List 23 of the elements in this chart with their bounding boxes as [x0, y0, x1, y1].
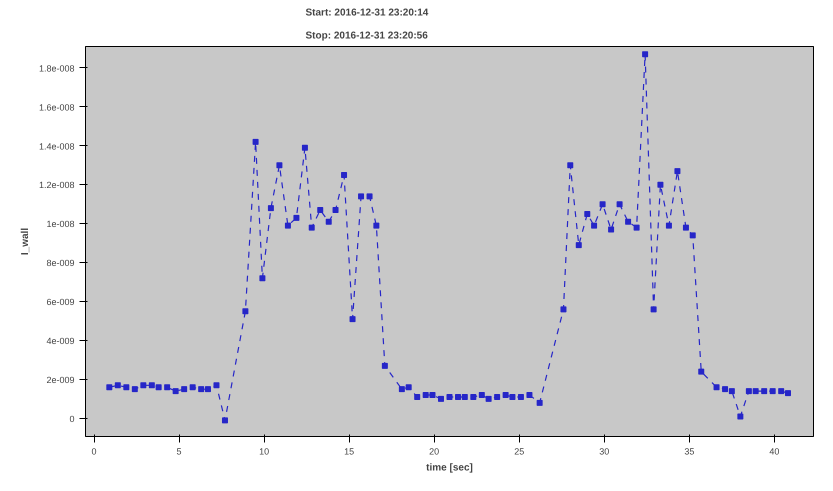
- y-tick-label: 1.8e-008: [38, 63, 74, 74]
- x-tick-label: 10: [259, 446, 270, 456]
- y-tick-label: 1.2e-008: [38, 180, 74, 190]
- x-tick-label: 20: [429, 446, 440, 456]
- y-tick-label: 6e-009: [46, 297, 75, 308]
- x-axis-title: time [sec]: [426, 462, 473, 474]
- y-tick-label: 8e-009: [46, 258, 75, 268]
- text: Stop: 2016-12-31 23:20:56: [306, 30, 428, 42]
- text: Start: 2016-12-31 23:20:14: [306, 8, 429, 18]
- y-axis-title: I_wall: [20, 228, 31, 256]
- y-tick-label: 4e-009: [46, 336, 75, 346]
- x-tick-label: 30: [599, 446, 610, 456]
- y-tick-label: 1.6e-008: [38, 102, 74, 112]
- x-tick-label: 25: [514, 446, 524, 456]
- x-tick-label: 35: [684, 446, 694, 456]
- y-tick-label: 1e-008: [46, 219, 75, 230]
- x-tick-label: 40: [769, 446, 780, 456]
- x-tick-label: 0: [92, 446, 97, 456]
- x-tick-label: 15: [344, 446, 354, 456]
- y-tick-label: 0: [69, 414, 75, 424]
- x-tick-label: 5: [176, 446, 182, 456]
- y-tick-label: 1.4e-008: [38, 141, 74, 152]
- y-tick-label: 2e-009: [46, 374, 75, 385]
